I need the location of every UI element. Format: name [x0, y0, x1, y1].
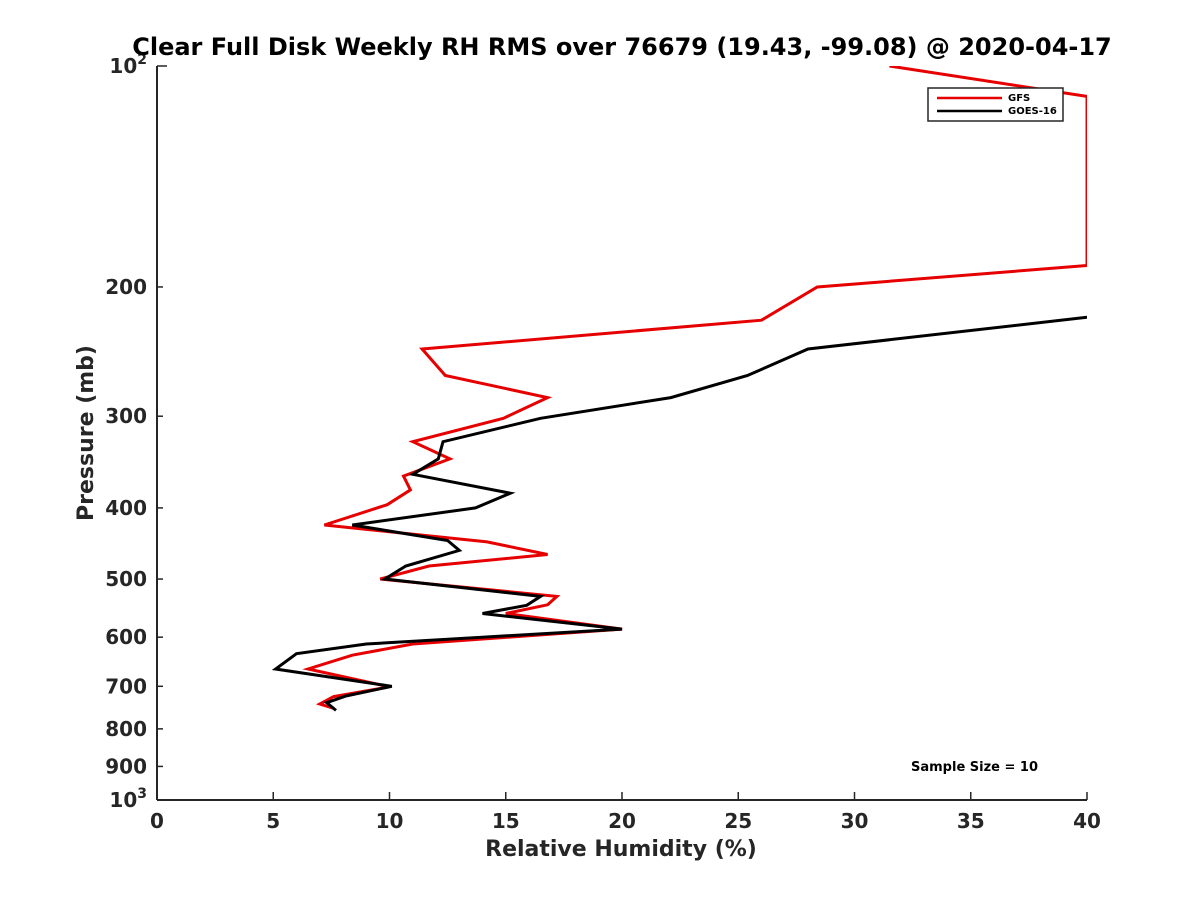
y-tick-label: 600	[105, 625, 147, 649]
x-tick-label: 40	[1073, 809, 1101, 833]
x-tick-label: 10	[376, 809, 404, 833]
y-tick-label: 103	[109, 786, 147, 812]
legend-box	[927, 87, 1064, 122]
legend-label-gfs: GFS	[1008, 93, 1030, 104]
x-tick-label: 30	[841, 809, 869, 833]
y-tick-label: 200	[105, 275, 147, 299]
y-ticks: 102 200 300 400 500 600 700 800 900 103	[105, 52, 167, 812]
y-tick-label: 700	[105, 674, 147, 698]
y-tick-label: 900	[105, 754, 147, 778]
y-axis-label: Pressure (mb)	[74, 345, 99, 521]
y-tick-label: 400	[105, 496, 147, 520]
legend: GFS GOES-16	[927, 87, 1064, 122]
y-tick-label: 300	[105, 404, 147, 428]
chart-title: Clear Full Disk Weekly RH RMS over 76679…	[132, 33, 1112, 61]
x-tick-label: 20	[608, 809, 636, 833]
series-line-gfs	[302, 66, 1087, 710]
y-tick-label: 800	[105, 717, 147, 741]
x-tick-label: 5	[266, 809, 280, 833]
x-tick-label: 35	[957, 809, 985, 833]
sample-size-annotation: Sample Size = 10	[911, 760, 1038, 775]
x-tick-label: 0	[150, 809, 164, 833]
x-tick-label: 25	[724, 809, 752, 833]
y-tick-label: 500	[105, 567, 147, 591]
series-line-goes16	[271, 315, 1087, 712]
series-layer	[271, 66, 1087, 712]
x-axis-label: Relative Humidity (%)	[485, 837, 757, 862]
x-ticks: 0 5 10 15 20 25 30 35 40	[150, 792, 1101, 833]
axes-layer	[156, 66, 1087, 801]
x-tick-label: 15	[492, 809, 520, 833]
legend-label-goes16: GOES-16	[1008, 106, 1057, 117]
y-tick-label: 102	[109, 52, 147, 78]
